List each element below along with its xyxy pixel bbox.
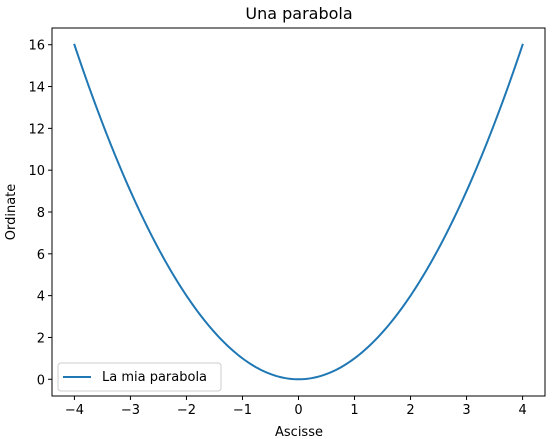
y-tick-label: 14 <box>28 81 45 96</box>
legend-entry-label: La mia parabola <box>102 370 207 385</box>
legend: La mia parabola <box>57 362 222 392</box>
x-tick-label: 0 <box>294 403 302 418</box>
x-tick-label: 3 <box>462 403 470 418</box>
y-tick-label: 0 <box>37 373 45 388</box>
x-tick-label: 2 <box>406 403 414 418</box>
x-tick-label: −3 <box>121 403 140 418</box>
y-tick-label: 2 <box>37 331 45 346</box>
chart-title: Una parabola <box>245 4 352 23</box>
y-tick-label: 12 <box>28 122 45 137</box>
y-tick-label: 8 <box>37 206 45 221</box>
series-line-0 <box>73 43 524 381</box>
x-tick-label: 4 <box>518 403 526 418</box>
y-axis-label: Ordinate <box>4 184 19 241</box>
y-tick-label: 10 <box>28 164 45 179</box>
x-tick-label: −2 <box>177 403 196 418</box>
y-tick-label: 4 <box>37 290 45 305</box>
y-tick-label: 16 <box>28 39 45 54</box>
x-tick-label: 1 <box>350 403 358 418</box>
x-tick-label: −1 <box>233 403 252 418</box>
y-tick-label: 6 <box>37 248 45 263</box>
x-tick-label: −4 <box>65 403 84 418</box>
legend-frame <box>57 362 222 392</box>
x-axis-label: Ascisse <box>275 425 323 439</box>
